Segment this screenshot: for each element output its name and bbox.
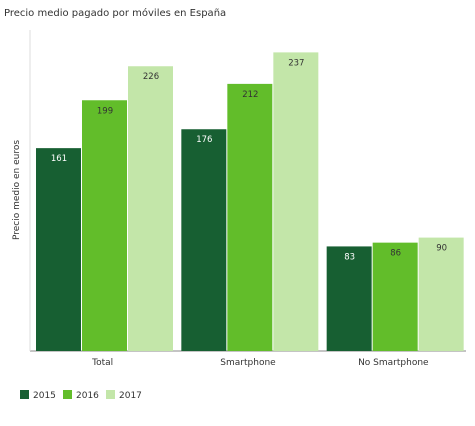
- data-label: 212: [242, 90, 258, 100]
- legend-swatch-2016: [63, 390, 72, 399]
- x-tick-labels: Total Smartphone No Smartphone: [91, 358, 429, 368]
- data-label: 86: [390, 249, 401, 259]
- bar-smartphone-2017: [273, 52, 319, 351]
- x-tick-label: Smartphone: [220, 358, 276, 368]
- legend-label-2016: 2016: [76, 391, 99, 401]
- legend-label-2015: 2015: [33, 391, 56, 401]
- bar-no-smartphone-2017: [418, 237, 464, 351]
- bar-no-smartphone-2016: [372, 242, 418, 351]
- data-label: 83: [344, 252, 355, 262]
- bars-group: 161 199 226 176 212 237 83 86 90: [36, 52, 464, 352]
- data-label: 237: [288, 58, 304, 68]
- bar-total-2016: [82, 100, 127, 351]
- y-axis-label: Precio medio en euros: [12, 140, 22, 240]
- legend-label-2017: 2017: [119, 391, 142, 401]
- bar-total-2015: [36, 148, 81, 351]
- bar-smartphone-2015: [181, 129, 227, 351]
- bar-no-smartphone-2015: [326, 246, 372, 351]
- data-label: 90: [436, 244, 447, 254]
- data-label: 161: [51, 154, 67, 164]
- chart-title: Precio medio pagado por móviles en Españ…: [4, 7, 226, 19]
- data-label: 226: [143, 72, 159, 82]
- legend-swatch-2017: [106, 390, 115, 399]
- x-tick-label: No Smartphone: [358, 358, 429, 368]
- legend-swatch-2015: [20, 390, 29, 399]
- bar-total-2017: [128, 66, 173, 352]
- x-tick-label: Total: [91, 358, 113, 368]
- legend: 2015 2016 2017: [20, 390, 142, 401]
- bar-smartphone-2016: [227, 83, 273, 351]
- data-label: 176: [196, 135, 212, 145]
- data-label: 199: [97, 106, 113, 116]
